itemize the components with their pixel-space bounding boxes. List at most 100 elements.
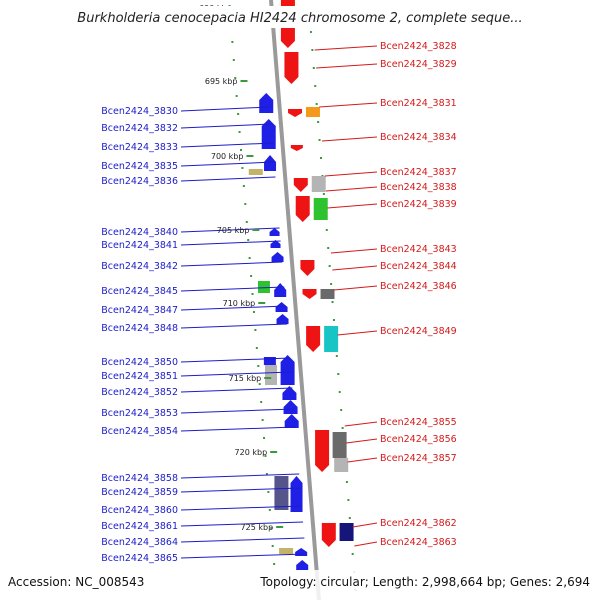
blue-gene-feature[interactable] xyxy=(295,548,308,556)
orange-gene-feature[interactable] xyxy=(305,107,320,117)
blue-gene-feature[interactable] xyxy=(276,314,289,324)
blue-gene-feature[interactable] xyxy=(261,119,276,149)
blue-gene-feature[interactable] xyxy=(284,414,299,428)
khaki-gene-feature[interactable] xyxy=(279,548,294,554)
red-gene-feature[interactable] xyxy=(315,430,330,472)
left-leader-line xyxy=(180,286,285,292)
right-leader-line xyxy=(321,136,378,142)
blue-gene-feature[interactable] xyxy=(269,228,280,236)
left-gene-label[interactable]: Bcen2424_3854 xyxy=(101,426,178,437)
left-gene-label[interactable]: Bcen2424_3851 xyxy=(101,371,178,382)
right-gene-label[interactable]: Bcen2424_3834 xyxy=(380,132,457,143)
left-leader-line xyxy=(180,408,295,414)
red-gene-feature[interactable] xyxy=(284,52,299,84)
left-leader-line xyxy=(180,487,301,493)
left-gene-label[interactable]: Bcen2424_3859 xyxy=(101,487,178,498)
blue-gene-feature[interactable] xyxy=(280,355,295,385)
right-gene-label[interactable]: Bcen2424_3829 xyxy=(380,59,457,70)
blue-gene-feature[interactable] xyxy=(270,240,281,248)
red-gene-feature[interactable] xyxy=(293,178,308,192)
kbp-label: 725 kbp xyxy=(241,523,274,532)
right-leader-line xyxy=(346,438,378,444)
grey-gene-feature[interactable] xyxy=(334,458,349,472)
right-gene-label[interactable]: Bcen2424_3856 xyxy=(380,434,457,445)
right-leader-line xyxy=(354,541,378,547)
kbp-label: 710 kbp xyxy=(223,299,256,308)
label-leader-lines xyxy=(180,45,378,559)
green-gene-feature[interactable] xyxy=(313,198,328,220)
left-gene-label[interactable]: Bcen2424_3864 xyxy=(101,537,178,548)
grey-gene-feature[interactable] xyxy=(265,365,277,385)
red-gene-feature[interactable] xyxy=(302,289,317,299)
blue-gene-feature[interactable] xyxy=(296,560,309,570)
left-gene-label[interactable]: Bcen2424_3832 xyxy=(101,123,178,134)
right-gene-label[interactable]: Bcen2424_3831 xyxy=(380,98,457,109)
blue-gene-feature[interactable] xyxy=(274,283,287,297)
left-gene-label[interactable]: Bcen2424_3833 xyxy=(101,142,178,153)
left-gene-label[interactable]: Bcen2424_3835 xyxy=(101,161,178,172)
left-gene-label[interactable]: Bcen2424_3850 xyxy=(101,357,178,368)
right-gene-label[interactable]: Bcen2424_3857 xyxy=(380,453,457,464)
right-leader-line xyxy=(344,421,378,427)
left-gene-label[interactable]: Bcen2424_3861 xyxy=(101,521,178,532)
darkgrey-gene-feature[interactable] xyxy=(332,432,347,458)
left-gene-label[interactable]: Bcen2424_3865 xyxy=(101,553,178,564)
red-gene-feature[interactable] xyxy=(300,260,315,276)
right-gene-label[interactable]: Bcen2424_3839 xyxy=(380,199,457,210)
blue-gene-feature[interactable] xyxy=(290,476,303,512)
slate-gene-feature[interactable] xyxy=(274,476,289,510)
darkgrey-gene-feature[interactable] xyxy=(320,289,335,299)
green-gene-feature[interactable] xyxy=(257,281,270,293)
red-gene-feature[interactable] xyxy=(295,196,310,222)
right-gene-label[interactable]: Bcen2424_3837 xyxy=(380,167,457,178)
right-leader-line xyxy=(332,265,378,271)
red-gene-feature[interactable] xyxy=(321,523,336,547)
khaki-gene-feature[interactable] xyxy=(248,169,263,175)
right-gene-label[interactable]: Bcen2424_3863 xyxy=(380,537,457,548)
blue-gene-feature[interactable] xyxy=(259,93,274,113)
right-leader-line xyxy=(352,522,378,528)
red-gene-feature[interactable] xyxy=(288,109,303,117)
blue-gene-feature[interactable] xyxy=(282,386,297,400)
left-gene-label[interactable]: Bcen2424_3830 xyxy=(101,106,178,117)
left-gene-label[interactable]: Bcen2424_3842 xyxy=(101,261,178,272)
blue-gene-feature[interactable] xyxy=(283,400,298,414)
left-gene-label[interactable]: Bcen2424_3858 xyxy=(101,473,178,484)
right-leader-line xyxy=(347,457,378,463)
left-leader-line xyxy=(180,357,290,363)
right-gene-label[interactable]: Bcen2424_3849 xyxy=(380,326,457,337)
left-leader-line xyxy=(180,323,288,329)
right-leader-line xyxy=(325,186,378,192)
genome-summary-text: Topology: circular; Length: 2,998,664 bp… xyxy=(259,575,590,589)
left-gene-label[interactable]: Bcen2424_3847 xyxy=(101,305,178,316)
cyan-gene-feature[interactable] xyxy=(324,326,339,352)
blue-gene-feature[interactable] xyxy=(264,155,277,171)
left-leader-line xyxy=(180,161,275,167)
left-gene-label[interactable]: Bcen2424_3853 xyxy=(101,408,178,419)
blue-gene-feature[interactable] xyxy=(271,252,284,262)
red-gene-feature[interactable] xyxy=(290,145,303,151)
right-gene-label[interactable]: Bcen2424_3843 xyxy=(380,244,457,255)
right-gene-label[interactable]: Bcen2424_3862 xyxy=(380,518,457,529)
right-gene-label[interactable]: Bcen2424_3844 xyxy=(380,261,457,272)
left-leader-line xyxy=(180,387,293,393)
right-gene-label[interactable]: Bcen2424_3855 xyxy=(380,417,457,428)
navy-gene-feature[interactable] xyxy=(339,523,354,541)
left-gene-label[interactable]: Bcen2424_3841 xyxy=(101,240,178,251)
right-gene-label[interactable]: Bcen2424_3828 xyxy=(380,41,457,52)
left-gene-label[interactable]: Bcen2424_3836 xyxy=(101,176,178,187)
left-gene-label[interactable]: Bcen2424_3848 xyxy=(101,323,178,334)
grey-gene-feature[interactable] xyxy=(311,176,326,192)
backbone-line xyxy=(269,0,321,600)
right-gene-label[interactable]: Bcen2424_3838 xyxy=(380,182,457,193)
left-gene-label[interactable]: Bcen2424_3845 xyxy=(101,286,178,297)
left-gene-label[interactable]: Bcen2424_3860 xyxy=(101,505,178,516)
gene-label-layer: Bcen2424_3830 Bcen2424_3832 Bcen2424_3833 B… xyxy=(101,41,456,564)
red-gene-feature[interactable] xyxy=(306,326,321,352)
left-gene-label[interactable]: Bcen2424_3852 xyxy=(101,387,178,398)
kbp-label: 720 kbp xyxy=(235,448,268,457)
left-gene-label[interactable]: Bcen2424_3840 xyxy=(101,227,178,238)
blue-gene-feature[interactable] xyxy=(275,302,288,312)
right-gene-label[interactable]: Bcen2424_3846 xyxy=(380,281,457,292)
